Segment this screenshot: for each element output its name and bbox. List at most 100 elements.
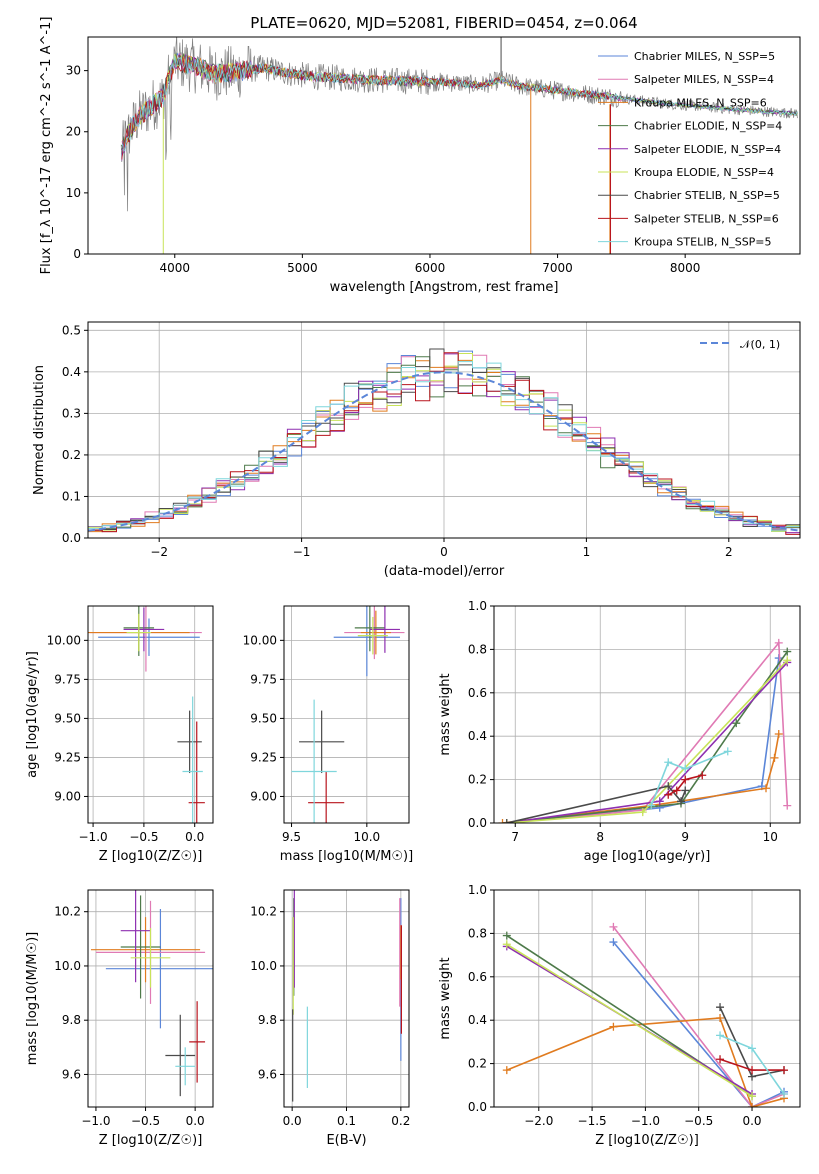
weight-line-1	[506, 640, 789, 823]
weight-line-8	[650, 750, 729, 806]
weight-marker	[723, 747, 732, 756]
x-tick-label: 0.0	[186, 1114, 205, 1128]
weight-line-5	[506, 943, 753, 1097]
legend-entry: 𝒩(0, 1)	[740, 338, 780, 351]
legend-entry: Salpeter STELIB, N_SSP=6	[634, 212, 779, 225]
y-tick-label: 1.0	[468, 883, 487, 897]
weight-marker	[716, 1014, 725, 1023]
y-tick-label: 30	[66, 64, 81, 78]
y-axis-label: mass [log10(M/M☉)]	[25, 932, 40, 1065]
x-tick-label: −0.5	[129, 830, 158, 844]
legend: 𝒩(0, 1)	[700, 338, 780, 351]
weight-marker	[774, 638, 783, 647]
y-tick-label: 9.00	[250, 789, 277, 803]
x-tick-label: −1.0	[79, 830, 108, 844]
weight-marker	[502, 931, 511, 940]
weight-line-6	[506, 785, 687, 823]
x-axis-label: E(B-V)	[326, 1133, 366, 1148]
axes-frame	[493, 889, 801, 1108]
y-tick-label: 0.4	[468, 1013, 487, 1027]
weight-line-3	[506, 651, 788, 823]
axes-frame	[87, 605, 214, 824]
y-axis-label: Flux [f_λ 10^-17 erg cm^-2 s^-1 A^-1]	[39, 17, 54, 275]
x-axis-label: wavelength [Angstrom, rest frame]	[330, 280, 559, 295]
axes-frame	[87, 889, 214, 1108]
y-tick-label: 9.50	[54, 711, 81, 725]
x-tick-label: 8	[596, 830, 604, 844]
y-tick-label: 0.2	[468, 773, 487, 787]
y-tick-label: 9.75	[250, 672, 277, 686]
weight-marker	[716, 1055, 725, 1064]
legend-entry: Kroupa ELODIE, N_SSP=4	[634, 166, 774, 179]
axes-frame	[493, 605, 801, 824]
x-axis-label: Z [log10(Z/Z☉)]	[99, 849, 203, 864]
legend-entry: Chabrier ELODIE, N_SSP=4	[634, 120, 782, 133]
y-tick-label: 0	[73, 247, 81, 261]
y-axis-label: mass weight	[438, 673, 453, 755]
x-tick-label: 0.2	[391, 1114, 410, 1128]
weight-marker	[609, 938, 618, 947]
weight-marker	[783, 801, 792, 810]
weight-marker	[681, 764, 690, 773]
x-tick-label: 10	[763, 830, 778, 844]
y-tick-label: 10.00	[243, 633, 277, 647]
plot-area	[502, 922, 789, 1107]
weight-marker	[664, 758, 673, 767]
x-axis-label: age [log10(age/yr)]	[584, 849, 711, 864]
x-tick-label: 8000	[670, 261, 701, 275]
weight-marker	[716, 1031, 725, 1040]
y-axis-label: age [log10(age/yr)]	[25, 651, 40, 778]
weight-marker	[748, 1092, 757, 1101]
y-tick-label: 0.6	[468, 686, 487, 700]
x-tick-label: −2	[150, 545, 168, 559]
y-tick-label: 0.0	[468, 1100, 487, 1114]
weight-marker	[732, 719, 741, 728]
legend: Chabrier MILES, N_SSP=5 Salpeter MILES, N…	[598, 50, 782, 249]
plot-area	[88, 348, 800, 535]
y-tick-label: 0.5	[62, 323, 81, 337]
weight-marker	[664, 782, 673, 791]
x-tick-label: −1.0	[631, 1114, 660, 1128]
weight-marker	[502, 1066, 511, 1075]
y-tick-label: 10.0	[54, 959, 81, 973]
x-tick-label: 10.0	[353, 830, 380, 844]
y-tick-label: 0.1	[62, 489, 81, 503]
plot-mass-vs-EBV: 0.0 0.1 0.2 9.6 9.8 10.0 10.2 E(B-V)	[250, 889, 410, 1148]
x-tick-label: 0.0	[185, 830, 204, 844]
plot-weight-vs-age: 7 8 9 10 0.0 0.2 0.4 0.6 0.8 1.0 age [log10(age/yr…	[438, 599, 801, 864]
legend-entry: Chabrier MILES, N_SSP=5	[634, 50, 775, 63]
y-tick-label: 0.0	[62, 531, 81, 545]
weight-marker	[698, 771, 707, 780]
weight-marker	[762, 784, 770, 793]
plot-spectrum: 4000 5000 6000 7000 8000 0 10 20 30 wavelength [A…	[39, 17, 801, 295]
legend-entry: Chabrier STELIB, N_SSP=5	[634, 189, 780, 202]
x-tick-label: −0.5	[131, 1114, 160, 1128]
weight-line-0	[612, 941, 785, 1107]
y-tick-label: 9.25	[54, 750, 81, 764]
plot-mass-vs-Z: −1.0 −0.5 0.0 9.6 9.8 10.0 10.2 Z [log10(Z/Z☉)]…	[25, 889, 214, 1148]
x-tick-label: 1	[583, 545, 591, 559]
x-axis-label: (data-model)/error	[384, 564, 505, 579]
x-tick-label: 6000	[415, 261, 446, 275]
x-tick-label: 0	[440, 545, 448, 559]
plot-age-vs-Z: −1.0 −0.5 0.0 9.00 9.25 9.50 9.75 10.00 Z [log10…	[25, 605, 214, 864]
axes-frame	[283, 605, 410, 824]
y-tick-label: 10.2	[250, 905, 277, 919]
y-tick-label: 10	[66, 186, 81, 200]
x-tick-label: 2	[725, 545, 733, 559]
y-tick-label: 9.25	[250, 750, 277, 764]
y-tick-label: 10.0	[250, 959, 277, 973]
weight-marker	[783, 656, 792, 665]
plot-area	[90, 890, 213, 1097]
x-tick-label: −2.0	[524, 1114, 553, 1128]
histogram-7	[88, 352, 800, 535]
plot-area	[498, 638, 792, 823]
weight-line-7	[667, 774, 703, 796]
y-tick-label: 0.3	[62, 406, 81, 420]
plot-area	[88, 606, 205, 823]
weight-marker	[780, 1066, 789, 1075]
weight-marker	[748, 1044, 757, 1053]
y-tick-label: 10.00	[47, 633, 81, 647]
y-axis-label: Normed distribution	[32, 365, 47, 495]
